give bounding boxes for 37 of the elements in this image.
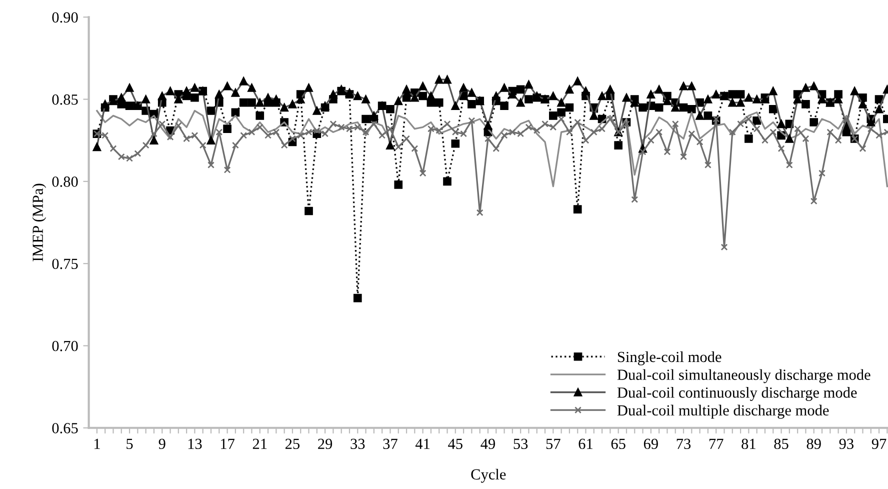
legend-label: Dual-coil multiple discharge mode [617, 404, 829, 419]
legend-label: Single-coil mode [618, 351, 722, 366]
x-tick-label: 9 [158, 438, 166, 450]
x-tick-label: 25 [286, 438, 300, 450]
y-axis-title: IMEP (MPa) [32, 184, 46, 262]
x-tick-label: 97 [872, 438, 886, 450]
x-tick-label: 81 [742, 438, 756, 450]
y-tick-label: 0.90 [52, 12, 78, 23]
x-tick-label: 89 [806, 438, 821, 450]
y-tick-label: 0.75 [52, 258, 78, 270]
x-tick-label: 65 [611, 438, 626, 450]
x-tick-label: 85 [774, 438, 788, 450]
x-tick-label: 77 [709, 438, 724, 449]
x-tick-label: 21 [252, 438, 267, 449]
x-axis-title: Cycle [471, 468, 506, 483]
x-tick-label: 69 [644, 438, 658, 450]
x-tick-label: 73 [676, 438, 691, 450]
x-tick-label: 53 [514, 438, 528, 450]
x-tick-label: 37 [383, 438, 398, 450]
x-tick-label: 61 [578, 438, 592, 450]
x-tick-label: 33 [350, 438, 365, 450]
legend-label: Dual-coil continuously discharge mode [617, 387, 857, 401]
x-tick-label: 93 [839, 438, 854, 450]
x-tick-label: 13 [188, 438, 202, 450]
x-tick-label: 57 [546, 438, 560, 450]
x-tick-label: 49 [480, 438, 496, 450]
x-tick-label: 1 [94, 438, 100, 449]
x-tick-label: 41 [415, 438, 430, 449]
x-tick-label: 29 [318, 438, 332, 450]
x-tick-label: 5 [126, 438, 133, 450]
y-tick-label: 0.85 [52, 94, 78, 105]
y-tick-label: 0.80 [52, 176, 78, 187]
y-tick-label: 0.65 [52, 423, 78, 434]
x-tick-label: 45 [448, 438, 462, 450]
x-tick-label: 17 [221, 438, 234, 449]
legend-label: Dual-coil simultaneously discharge mode [617, 369, 870, 384]
y-tick-label: 0.70 [52, 340, 78, 352]
